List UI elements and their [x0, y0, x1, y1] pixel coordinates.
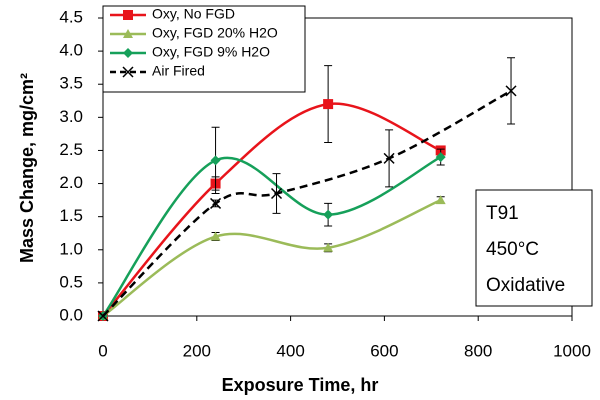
data-point	[210, 155, 221, 166]
legend-marker	[123, 29, 133, 38]
legend-marker	[123, 10, 133, 20]
y-tick-label: 2.5	[59, 140, 83, 159]
data-point	[383, 152, 395, 164]
annotation-box	[475, 189, 593, 307]
series-line	[102, 102, 442, 317]
data-point	[270, 187, 283, 200]
data-point	[323, 242, 334, 252]
x-tick-label: 400	[276, 341, 304, 360]
data-point	[323, 99, 334, 110]
series-line	[102, 198, 442, 318]
data-point	[435, 152, 446, 163]
legend-label: Oxy, No FGD	[152, 6, 235, 22]
legend-marker	[122, 66, 134, 78]
data-point	[210, 231, 221, 241]
x-tick-label: 800	[464, 341, 492, 360]
y-tick-label: 2.0	[59, 173, 83, 192]
series-line	[102, 89, 512, 317]
data-point	[210, 197, 222, 209]
y-tick-label: 3.0	[59, 107, 83, 126]
legend-label: Oxy, FGD 9% H2O	[152, 44, 270, 60]
legend-marker	[123, 48, 133, 58]
data-point	[323, 209, 334, 220]
y-tick-label: 1.5	[59, 206, 83, 225]
legend-box	[102, 5, 306, 93]
y-axis-title: Mass Change, mg/cm²	[17, 73, 37, 263]
annotation-text: Oxidative	[486, 275, 565, 296]
x-tick-label: 200	[183, 341, 211, 360]
y-tick-label: 3.5	[59, 74, 83, 93]
x-tick-label: 0	[98, 341, 107, 360]
y-tick-label: 0.5	[59, 272, 83, 291]
y-tick-label: 4.5	[59, 7, 83, 26]
x-tick-label: 600	[370, 341, 398, 360]
y-tick-label: 4.0	[59, 41, 83, 60]
legend-label: Oxy, FGD 20% H2O	[152, 25, 278, 41]
x-axis-title: Exposure Time, hr	[222, 375, 379, 395]
plot-frame	[102, 17, 573, 317]
legend-label: Air Fired	[152, 63, 205, 79]
annotation-text: 450°C	[486, 239, 539, 260]
data-point	[435, 195, 446, 205]
x-tick-label: 1000	[553, 341, 591, 360]
annotation-text: T91	[486, 203, 519, 224]
y-tick-label: 0.0	[59, 305, 83, 324]
data-point	[505, 85, 517, 97]
series-line	[101, 155, 442, 317]
data-point	[97, 310, 109, 322]
y-tick-label: 1.0	[59, 239, 83, 258]
